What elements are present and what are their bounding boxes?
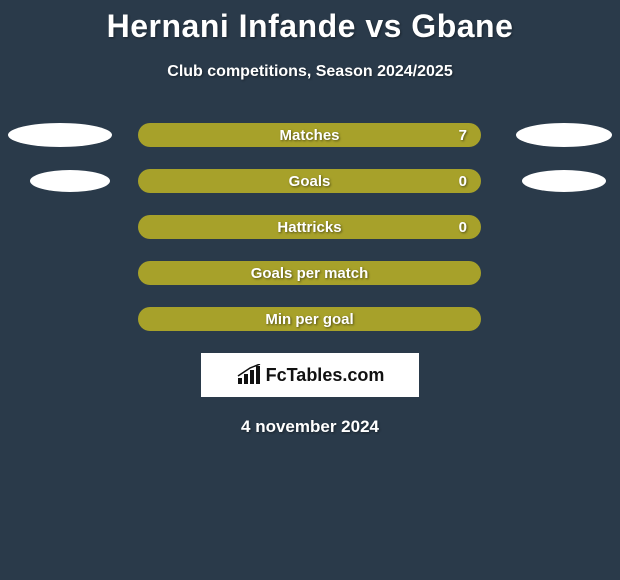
stat-row-hattricks: Hattricks 0 bbox=[0, 215, 620, 239]
logo-text: FcTables.com bbox=[266, 365, 385, 386]
ellipse-left-icon bbox=[30, 170, 110, 192]
page-title: Hernani Infande vs Gbane bbox=[0, 8, 620, 45]
date-text: 4 november 2024 bbox=[0, 417, 620, 437]
ellipse-left-icon bbox=[8, 123, 112, 147]
logo-inner: FcTables.com bbox=[236, 364, 385, 386]
stat-bar: Min per goal bbox=[138, 307, 481, 331]
ellipse-right-icon bbox=[516, 123, 612, 147]
ellipse-right-icon bbox=[522, 170, 606, 192]
stat-bar: Matches 7 bbox=[138, 123, 481, 147]
stat-label: Goals per match bbox=[251, 265, 369, 282]
logo-box: FcTables.com bbox=[201, 353, 419, 397]
chart-container: Hernani Infande vs Gbane Club competitio… bbox=[0, 0, 620, 437]
stat-row-goals-per-match: Goals per match bbox=[0, 261, 620, 285]
stat-label: Matches bbox=[279, 127, 339, 144]
stat-label: Min per goal bbox=[265, 311, 353, 328]
stat-row-min-per-goal: Min per goal bbox=[0, 307, 620, 331]
bar-chart-icon bbox=[236, 364, 262, 386]
stat-bar: Goals per match bbox=[138, 261, 481, 285]
stat-row-matches: Matches 7 bbox=[0, 123, 620, 147]
stat-bar: Hattricks 0 bbox=[138, 215, 481, 239]
stat-row-goals: Goals 0 bbox=[0, 169, 620, 193]
stat-value: 0 bbox=[459, 173, 467, 190]
stat-value: 7 bbox=[459, 127, 467, 144]
stat-bar: Goals 0 bbox=[138, 169, 481, 193]
page-subtitle: Club competitions, Season 2024/2025 bbox=[0, 63, 620, 81]
stat-label: Hattricks bbox=[277, 219, 341, 236]
stat-label: Goals bbox=[289, 173, 331, 190]
bars-wrapper: Matches 7 Goals 0 Hattricks 0 Goals per … bbox=[0, 123, 620, 331]
stat-value: 0 bbox=[459, 219, 467, 236]
